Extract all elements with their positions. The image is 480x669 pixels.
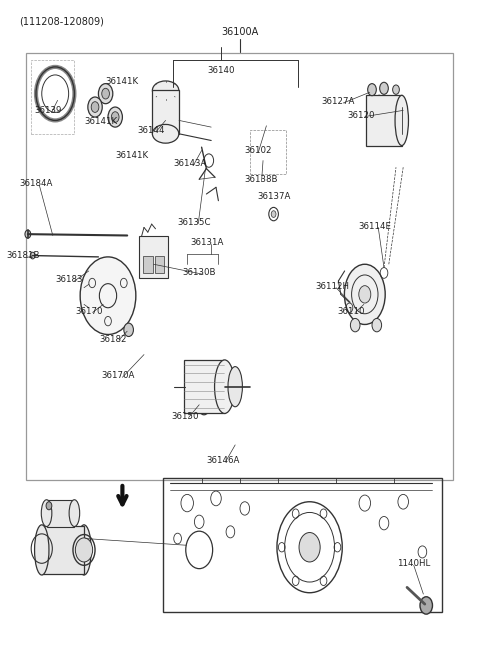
Text: 36170A: 36170A [101,371,134,381]
Circle shape [80,257,136,334]
Circle shape [88,97,102,117]
Text: 36141K: 36141K [106,77,139,86]
Ellipse shape [372,96,386,146]
Circle shape [75,538,93,562]
Text: 36183: 36183 [56,275,84,284]
Text: 36112H: 36112H [315,282,349,291]
Text: 36143A: 36143A [173,159,206,169]
Circle shape [393,85,399,94]
Ellipse shape [35,524,49,575]
Text: 36130B: 36130B [182,268,216,278]
Circle shape [372,318,382,332]
Circle shape [368,84,376,96]
Ellipse shape [41,500,52,527]
Text: 36170: 36170 [75,306,103,316]
Circle shape [91,102,99,112]
Circle shape [111,112,119,122]
Bar [26,53,453,480]
Ellipse shape [395,96,408,146]
Ellipse shape [359,286,371,303]
Circle shape [299,533,320,562]
Text: 36127A: 36127A [322,97,355,106]
Text: 36137A: 36137A [258,192,291,201]
Text: 36150: 36150 [171,411,199,421]
Text: 36144: 36144 [137,126,165,135]
Circle shape [102,88,109,99]
FancyBboxPatch shape [155,256,164,273]
Ellipse shape [153,81,179,100]
Circle shape [350,318,360,332]
Circle shape [380,82,388,94]
Ellipse shape [345,264,385,324]
FancyBboxPatch shape [152,90,179,134]
Circle shape [124,323,133,337]
Text: 36140: 36140 [207,66,235,75]
Text: 36146A: 36146A [206,456,240,465]
FancyBboxPatch shape [42,526,84,574]
Text: 36100A: 36100A [221,27,259,37]
Circle shape [420,597,432,614]
Ellipse shape [69,500,80,527]
Text: 36141K: 36141K [115,151,149,160]
Ellipse shape [153,124,179,143]
Ellipse shape [228,367,242,407]
Circle shape [25,230,31,238]
Text: 36131A: 36131A [191,237,224,247]
FancyBboxPatch shape [143,256,153,273]
Text: 36184A: 36184A [19,179,53,189]
Text: 36141K: 36141K [84,117,118,126]
Text: 36182: 36182 [99,334,127,344]
Ellipse shape [194,361,214,415]
Text: 36138B: 36138B [245,175,278,184]
Bar [31,60,74,134]
FancyBboxPatch shape [47,500,74,527]
Text: (111208-120809): (111208-120809) [19,17,104,27]
Ellipse shape [215,360,235,413]
Circle shape [30,252,35,259]
Text: 36139: 36139 [34,106,62,115]
Text: 36110: 36110 [337,306,365,316]
Circle shape [98,84,113,104]
Text: 36181B: 36181B [6,251,40,260]
Circle shape [108,107,122,127]
Text: 36120: 36120 [347,110,375,120]
Text: 36102: 36102 [244,146,272,155]
Text: 1140HL: 1140HL [397,559,431,568]
FancyBboxPatch shape [139,236,168,278]
FancyBboxPatch shape [184,360,225,413]
FancyBboxPatch shape [366,95,402,146]
Ellipse shape [77,524,91,575]
Text: 36135C: 36135C [178,217,211,227]
Circle shape [271,211,276,217]
Text: 36114E: 36114E [359,221,392,231]
Circle shape [46,502,52,510]
